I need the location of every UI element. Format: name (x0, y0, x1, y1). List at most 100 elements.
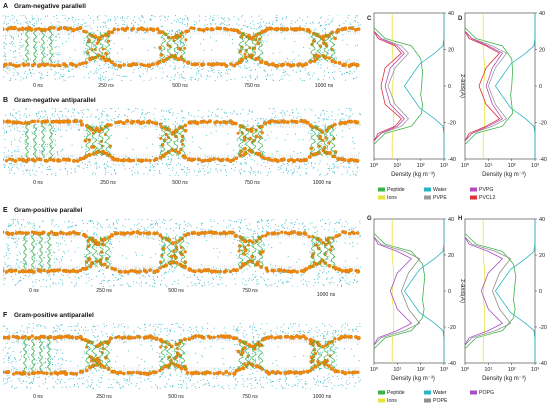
plot-area (464, 12, 536, 160)
series-line-ions (391, 13, 395, 159)
y-tick-label: -40 (539, 361, 547, 367)
time-label: 0 ns (33, 394, 43, 400)
time-label: 0 ns (29, 288, 39, 294)
legend-label: POPG (479, 390, 494, 396)
y-tick-label: -20 (539, 121, 547, 127)
series-line-water (494, 13, 536, 159)
plot-area (373, 218, 445, 364)
time-label: 750 ns (244, 83, 260, 89)
x-tick-label: 10¹ (393, 163, 401, 169)
y-tick-label: -20 (539, 325, 547, 331)
time-label: 250 ns (96, 394, 112, 400)
legend-gram-positive: Peptide Water POPG Ions POPE (378, 390, 494, 404)
time-label: 0 ns (33, 83, 43, 89)
legend-swatch (424, 390, 431, 395)
snapshot-image-a (3, 15, 361, 81)
y-tick-label: -40 (448, 361, 456, 367)
panel-label-e: E (3, 207, 8, 214)
water-molecules (3, 15, 361, 81)
x-axis-label: Density (kg m⁻³) (391, 376, 435, 382)
legend-swatch (378, 390, 385, 395)
legend-label: Ions (387, 398, 397, 404)
legend-label: PVCL2 (479, 195, 496, 201)
y-tick-label: 40 (448, 217, 454, 223)
legend-swatch (424, 195, 431, 200)
series-line-peptide (373, 27, 423, 145)
legend-swatch (470, 390, 477, 395)
x-tick-label: 10⁰ (370, 366, 379, 373)
series-line-peptide (464, 27, 514, 145)
legend-swatch (378, 195, 385, 200)
panel-title-e: Gram-positive parallel (14, 207, 83, 214)
y-tick-label: 20 (448, 253, 454, 259)
y-tick-label: -20 (448, 325, 456, 331)
y-tick-label: 40 (539, 217, 545, 223)
legend-label: PVPE (433, 195, 447, 201)
y-tick-label: 40 (539, 11, 545, 17)
series-line-water (403, 13, 445, 159)
peptide-helix (24, 30, 336, 64)
time-label: 250 ns (100, 180, 116, 186)
legend-swatch (470, 195, 477, 200)
time-label: 1000 ns (312, 394, 332, 400)
chart-c: 10⁰ 10¹ 10² 10³ 40 20 0 -20 -40 Density (kg m⁻³) z… (370, 11, 466, 178)
legend-swatch (424, 187, 431, 192)
time-label: 1000 ns (312, 180, 332, 186)
x-tick-label: 10² (417, 367, 425, 373)
x-tick-label: 10¹ (484, 163, 492, 169)
series-line-pvpg (464, 31, 503, 142)
panel-label-a: A (3, 3, 9, 10)
y-tick-label: 0 (448, 289, 451, 295)
series-line-peptide (373, 233, 426, 349)
panel-title-b: Gram-negative antiparallel (14, 97, 96, 104)
x-tick-label: 10¹ (393, 367, 401, 373)
snapshot-strip-b (3, 108, 361, 176)
legend-swatch (378, 398, 385, 403)
panel-label-c: C (367, 16, 372, 22)
x-tick-label: 10⁰ (461, 162, 470, 169)
panel-title-a: Gram-negative parallell (14, 3, 86, 10)
y-tick-label: 0 (448, 84, 451, 90)
panel-label-g: G (367, 216, 372, 222)
legend-swatch (378, 187, 385, 192)
legend-label: Peptide (387, 187, 405, 193)
panel-label-h: H (458, 216, 462, 222)
time-label: 250 ns (98, 83, 114, 89)
time-label: 1000 ns (314, 83, 334, 89)
series-line-peptide (464, 233, 517, 349)
panel-label-d: D (458, 16, 463, 22)
time-label: 1000 ns (316, 292, 336, 298)
y-tick-label: -20 (448, 121, 456, 127)
time-label: 750 ns (242, 288, 258, 294)
legend-swatch (424, 398, 431, 403)
x-axis-label: Density (kg m⁻³) (391, 172, 435, 178)
series-line-pvpe (373, 31, 410, 142)
series-line-water (403, 219, 445, 363)
series-line-water (494, 219, 536, 363)
x-tick-label: 10¹ (484, 367, 492, 373)
chart-h: 10⁰ 10¹ 10² 10³ 40 20 0 -20 -40 Density (kg m⁻³) z… (461, 217, 547, 382)
x-tick-label: 10³ (440, 367, 448, 373)
legend-label: Peptide (387, 390, 405, 396)
series-line-pope (464, 236, 512, 346)
series-line-pvcl2 (464, 31, 501, 141)
y-axis-label: z-axis(Å) (459, 279, 466, 303)
snapshot-strip-e (3, 219, 361, 287)
snapshot-image-b (3, 108, 361, 176)
series-line-ions (482, 13, 486, 159)
peptide-helix (22, 234, 336, 270)
y-tick-label: 40 (448, 11, 454, 17)
y-tick-label: -40 (448, 157, 456, 163)
x-tick-label: 10² (508, 367, 516, 373)
y-tick-label: -40 (539, 157, 547, 163)
panel-title-f: Gram-positive antiparallel (14, 312, 94, 319)
legend-label: Water (433, 187, 447, 193)
x-axis-label: Density (kg m⁻³) (482, 172, 526, 178)
time-label: 250 ns (96, 288, 112, 294)
plot-area (373, 12, 445, 160)
snapshot-strip-f (3, 323, 361, 389)
snapshot-strip-a (3, 15, 361, 81)
legend-gram-negative: Peptide Water PVPG Ions PVPE PVCL2 (378, 187, 496, 201)
x-tick-label: 10² (417, 163, 425, 169)
